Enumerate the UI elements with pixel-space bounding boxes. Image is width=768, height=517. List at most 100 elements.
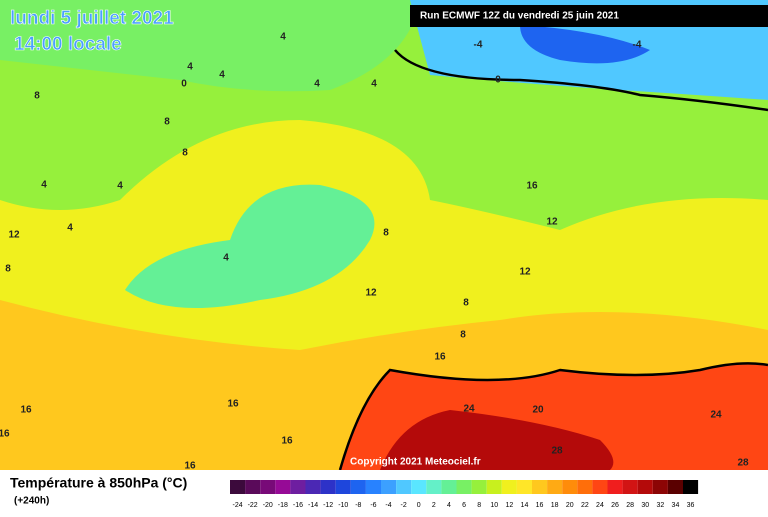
colorbar-swatch [607, 480, 623, 494]
colorbar-label: -18 [278, 502, 288, 509]
colorbar-label: -10 [338, 502, 348, 509]
colorbar-swatch [667, 480, 683, 494]
contour-label: 4 [371, 79, 377, 90]
colorbar-swatch [441, 480, 457, 494]
contour-label: 4 [41, 180, 47, 191]
colorbar-swatch [501, 480, 517, 494]
contour-label: 4 [187, 62, 193, 73]
colorbar-label: -2 [401, 502, 407, 509]
colorbar-swatch [381, 480, 397, 494]
colorbar-swatch [622, 480, 638, 494]
colorbar-label: -20 [263, 502, 273, 509]
contour-label: 4 [223, 253, 229, 264]
colorbar-label: -6 [370, 502, 376, 509]
colorbar-swatch [411, 480, 427, 494]
colorbar-swatch [230, 480, 246, 494]
isotherm-0 [394, 49, 768, 112]
colorbar-label: 4 [447, 502, 451, 509]
contour-label: 8 [164, 117, 170, 128]
colorbar-swatch [260, 480, 276, 494]
colorbar-label: 32 [656, 502, 664, 509]
colorbar-label: -24 [232, 502, 242, 509]
zone-green2 [0, 0, 420, 92]
colorbar-swatch [547, 480, 563, 494]
colorbar-label: 22 [581, 502, 589, 509]
colorbar-label: 14 [521, 502, 529, 509]
copyright: Copyright 2021 Meteociel.fr [350, 457, 481, 468]
colorbar-label: 34 [672, 502, 680, 509]
colorbar-swatch [245, 480, 261, 494]
colorbar-label: 16 [536, 502, 544, 509]
colorbar-label: 24 [596, 502, 604, 509]
colorbar-swatch [396, 480, 412, 494]
run-info: Run ECMWF 12Z du vendredi 25 juin 2021 [420, 11, 619, 22]
contour-label: 12 [365, 288, 377, 299]
contour-label: -4 [633, 40, 642, 51]
contour-label: 8 [463, 298, 469, 309]
colorbar-swatch [683, 480, 699, 494]
contour-label: 8 [460, 330, 466, 341]
colorbar-label: 2 [432, 502, 436, 509]
colorbar-swatch [486, 480, 502, 494]
contour-label: 8 [182, 148, 188, 159]
contour-label: 24 [710, 410, 722, 421]
contour-label: 4 [314, 79, 320, 90]
colorbar-swatch [290, 480, 306, 494]
legend-subtitle: (+240h) [14, 496, 49, 507]
colorbar-label: -12 [323, 502, 333, 509]
colorbar-label: 20 [566, 502, 574, 509]
zone-low [125, 184, 375, 308]
isotherm-20 [338, 362, 768, 471]
colorbar-label: 12 [505, 502, 513, 509]
colorbar-swatch [592, 480, 608, 494]
contour-label: 0 [495, 75, 501, 86]
colorbar-label: 10 [490, 502, 498, 509]
legend-title: Température à 850hPa (°C) [10, 475, 187, 491]
colorbar-swatch [562, 480, 578, 494]
contour-label: 16 [526, 181, 538, 192]
colorbar-label: 28 [626, 502, 634, 509]
contour-label: 16 [0, 429, 10, 440]
colorbar-swatch [516, 480, 532, 494]
contour-label: 20 [532, 405, 544, 416]
colorbar-label: -8 [355, 502, 361, 509]
colorbar-swatch [275, 480, 291, 494]
run-box [410, 5, 768, 27]
colorbar-swatch [471, 480, 487, 494]
colorbar-label: 36 [687, 502, 695, 509]
contour-label: 16 [20, 405, 32, 416]
colorbar-swatch [577, 480, 593, 494]
colorbar-swatch [652, 480, 668, 494]
contour-label: 4 [67, 223, 73, 234]
colorbar-swatch [426, 480, 442, 494]
colorbar-swatch [305, 480, 321, 494]
contour-label: 28 [737, 458, 749, 469]
contour-label: 4 [117, 181, 123, 192]
colorbar-label: -16 [293, 502, 303, 509]
colorbar-swatch [320, 480, 336, 494]
contour-label: 8 [5, 264, 11, 275]
zone-very-hot [380, 410, 614, 470]
colorbar-swatch [335, 480, 351, 494]
contour-label: 16 [227, 399, 239, 410]
colorbar-swatch [350, 480, 366, 494]
colorbar-swatch [456, 480, 472, 494]
colorbar-swatch [365, 480, 381, 494]
colorbar-swatch [532, 480, 548, 494]
colorbar-label: 6 [462, 502, 466, 509]
forecast-time: 14:00 locale [14, 34, 122, 55]
colorbar-label: 26 [611, 502, 619, 509]
colorbar-label: 18 [551, 502, 559, 509]
contour-label: 12 [519, 267, 531, 278]
contour-label: -4 [474, 40, 483, 51]
contour-label: 0 [181, 79, 187, 90]
contour-label: 12 [8, 230, 20, 241]
contour-label: 12 [546, 217, 558, 228]
contour-label: 16 [434, 352, 446, 363]
zone-very-cold [520, 25, 650, 64]
contour-label: 24 [463, 404, 475, 415]
colorbar-label: 8 [477, 502, 481, 509]
colorbar-label: -14 [308, 502, 318, 509]
